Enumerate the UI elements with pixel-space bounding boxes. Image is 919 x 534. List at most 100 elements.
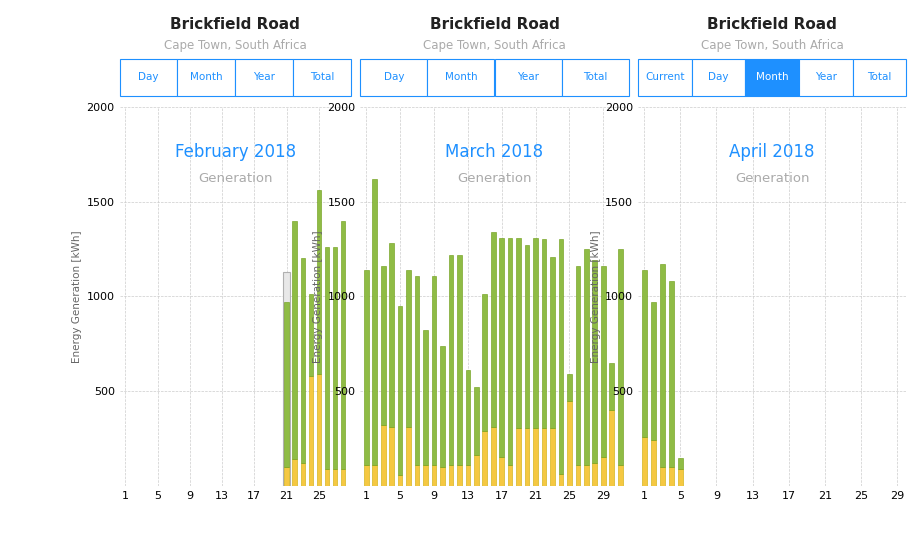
Bar: [499, 238, 504, 457]
Text: Brickfield Road: Brickfield Road: [170, 17, 300, 32]
Bar: [618, 465, 622, 486]
Bar: [584, 465, 588, 486]
Bar: [397, 306, 402, 475]
Y-axis label: Energy Generation [kWh]: Energy Generation [kWh]: [590, 230, 600, 363]
Bar: [406, 270, 411, 427]
Bar: [677, 469, 682, 486]
Bar: [333, 247, 337, 469]
Bar: [524, 245, 528, 428]
Text: Cape Town, South Africa: Cape Town, South Africa: [700, 39, 843, 52]
Bar: [668, 467, 673, 486]
Text: Year: Year: [516, 73, 539, 82]
Bar: [465, 465, 470, 486]
Bar: [364, 465, 369, 486]
Bar: [292, 221, 297, 459]
Bar: [301, 463, 304, 486]
Text: Year: Year: [814, 73, 835, 82]
Bar: [380, 425, 385, 486]
Bar: [618, 249, 622, 465]
Bar: [448, 465, 453, 486]
Text: Generation: Generation: [734, 172, 809, 185]
Bar: [566, 374, 571, 400]
Text: Brickfield Road: Brickfield Road: [707, 17, 836, 32]
Bar: [650, 441, 655, 486]
Text: Generation: Generation: [198, 172, 272, 185]
Text: Brickfield Road: Brickfield Road: [429, 17, 559, 32]
Text: Month: Month: [444, 73, 477, 82]
Bar: [308, 376, 312, 486]
Bar: [457, 255, 461, 465]
Bar: [608, 410, 613, 486]
Bar: [659, 467, 664, 486]
Bar: [558, 474, 562, 486]
Bar: [482, 294, 486, 431]
Bar: [533, 238, 538, 428]
Bar: [389, 427, 393, 486]
Bar: [448, 255, 453, 465]
Text: Month: Month: [190, 73, 222, 82]
Bar: [406, 427, 411, 486]
Bar: [380, 266, 385, 425]
Bar: [575, 465, 580, 486]
Bar: [677, 458, 682, 469]
Bar: [668, 281, 673, 467]
Bar: [550, 256, 554, 428]
Bar: [541, 239, 546, 428]
Bar: [364, 270, 369, 465]
Bar: [284, 302, 289, 467]
Bar: [340, 221, 345, 469]
Text: Cape Town, South Africa: Cape Town, South Africa: [423, 39, 565, 52]
Bar: [324, 247, 329, 469]
Bar: [473, 454, 478, 486]
Bar: [283, 272, 289, 486]
Bar: [592, 261, 596, 463]
Bar: [592, 463, 596, 486]
Bar: [397, 475, 402, 486]
Bar: [389, 244, 393, 427]
Bar: [316, 374, 321, 486]
Bar: [423, 465, 427, 486]
Text: Day: Day: [708, 73, 728, 82]
Text: February 2018: February 2018: [175, 143, 296, 161]
Text: Month: Month: [754, 73, 788, 82]
Bar: [324, 469, 329, 486]
Text: Day: Day: [138, 73, 159, 82]
Bar: [439, 345, 444, 467]
Bar: [439, 467, 444, 486]
Bar: [465, 370, 470, 465]
Text: Total: Total: [867, 73, 891, 82]
Bar: [516, 238, 520, 428]
Bar: [414, 276, 419, 465]
Bar: [516, 428, 520, 486]
Bar: [541, 428, 546, 486]
Bar: [414, 465, 419, 486]
Bar: [507, 465, 512, 486]
Bar: [284, 467, 289, 486]
Text: Total: Total: [310, 73, 334, 82]
Bar: [431, 465, 436, 486]
Bar: [600, 457, 605, 486]
Bar: [641, 270, 646, 437]
Text: Total: Total: [583, 73, 607, 82]
Bar: [333, 469, 337, 486]
Text: Generation: Generation: [457, 172, 531, 185]
Bar: [372, 179, 377, 465]
Y-axis label: Energy Generation [kWh]: Energy Generation [kWh]: [73, 230, 83, 363]
Bar: [641, 437, 646, 486]
Bar: [482, 431, 486, 486]
Bar: [372, 465, 377, 486]
Bar: [659, 264, 664, 467]
Bar: [340, 469, 345, 486]
Bar: [584, 249, 588, 465]
Bar: [491, 427, 495, 486]
Y-axis label: Energy Generation [kWh]: Energy Generation [kWh]: [312, 230, 323, 363]
Bar: [550, 428, 554, 486]
Bar: [423, 331, 427, 465]
Bar: [600, 266, 605, 457]
Bar: [575, 266, 580, 465]
Bar: [301, 258, 304, 463]
Bar: [507, 238, 512, 465]
Bar: [316, 190, 321, 374]
Bar: [491, 232, 495, 427]
Bar: [608, 363, 613, 410]
